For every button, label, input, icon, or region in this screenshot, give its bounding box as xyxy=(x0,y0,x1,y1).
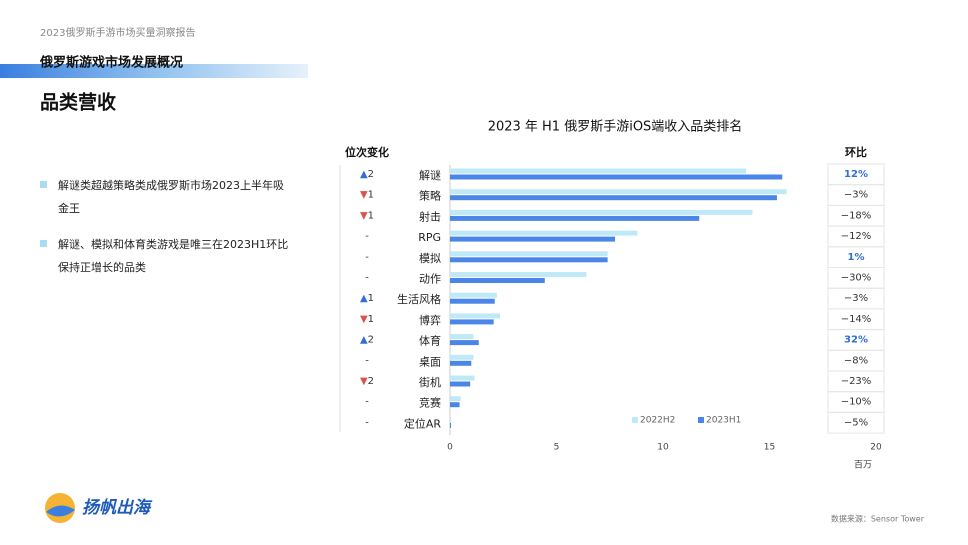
rank-change: ▲2 xyxy=(360,335,374,346)
bullet: 解谜类超越策略类成俄罗斯市场2023上半年吸金王 xyxy=(40,174,290,220)
bullet-list: 解谜类超越策略类成俄罗斯市场2023上半年吸金王 解谜、模拟和体育类游戏是唯三在2… xyxy=(40,174,290,292)
bar xyxy=(450,360,472,366)
bar xyxy=(450,236,616,242)
category-label: 街机 xyxy=(419,375,441,389)
mom-label: −14% xyxy=(841,314,872,325)
chart-title: 2023 年 H1 俄罗斯手游iOS端收入品类排名 xyxy=(488,119,743,135)
legend-swatch xyxy=(698,417,704,423)
rank-change: - xyxy=(365,417,369,428)
bar xyxy=(450,402,460,408)
category-label: RPG xyxy=(418,231,441,244)
mom-cell xyxy=(827,411,885,434)
category-label: 体育 xyxy=(419,334,441,348)
bar xyxy=(450,189,787,195)
rank-change: ▼1 xyxy=(360,210,374,221)
bar xyxy=(450,272,587,277)
mom-label: −8% xyxy=(844,355,868,366)
mom-label: −10% xyxy=(841,397,872,408)
bullet: 解谜、模拟和体育类游戏是唯三在2023H1环比保持正增长的品类 xyxy=(40,233,290,279)
page-title: 品类营收 xyxy=(40,91,116,114)
bar xyxy=(450,174,783,180)
mom-label: −3% xyxy=(844,293,868,304)
category-label: 博弈 xyxy=(419,313,441,327)
mom-label: 1% xyxy=(848,252,865,263)
section-band xyxy=(0,64,308,78)
category-label: 解谜 xyxy=(419,168,441,182)
mom-label: −12% xyxy=(841,231,872,242)
x-unit: 百万 xyxy=(854,460,872,471)
legend-label: 2023H1 xyxy=(706,416,741,426)
bar xyxy=(450,416,452,422)
rank-change: ▲2 xyxy=(360,169,374,180)
mom-header: 环比 xyxy=(845,145,867,159)
bar xyxy=(450,381,471,387)
section-title: 俄罗斯游戏市场发展概况 xyxy=(39,55,183,71)
bar xyxy=(450,340,479,346)
mom-label: −3% xyxy=(844,190,868,201)
rank-change: - xyxy=(365,355,369,366)
bar xyxy=(450,215,700,221)
category-label: 定位AR xyxy=(404,416,442,430)
bar xyxy=(450,396,461,402)
category-label: 射击 xyxy=(419,209,441,223)
category-label: 生活风格 xyxy=(397,292,441,306)
bar xyxy=(450,195,777,201)
x-tick-label: 15 xyxy=(764,443,775,453)
rank-change: ▼1 xyxy=(360,190,374,201)
report-title: 2023俄罗斯手游市场买量洞察报告 xyxy=(40,26,195,39)
logo: 扬帆出海 xyxy=(45,493,153,523)
rank-change: ▼1 xyxy=(360,314,374,325)
bar xyxy=(450,168,747,174)
source: 数据来源：Sensor Tower xyxy=(831,514,925,524)
category-label: 模拟 xyxy=(419,251,441,265)
x-tick-label: 10 xyxy=(657,443,669,453)
bar xyxy=(450,298,495,304)
bar xyxy=(450,422,452,428)
x-tick-label: 5 xyxy=(554,443,560,453)
rank-change: - xyxy=(365,252,369,263)
mom-label: −30% xyxy=(841,273,872,284)
mom-label: −23% xyxy=(841,376,872,387)
bar xyxy=(450,313,501,319)
legend-label: 2022H2 xyxy=(640,416,675,426)
rank-change: ▼2 xyxy=(360,376,374,387)
rank-change: ▲1 xyxy=(360,293,374,304)
bar xyxy=(450,257,608,263)
logo-wave xyxy=(46,505,75,517)
category-label: 动作 xyxy=(419,273,441,286)
bar xyxy=(450,230,638,236)
mom-label: −5% xyxy=(844,417,868,428)
logo-text: 扬帆出海 xyxy=(82,498,153,518)
bar xyxy=(450,319,494,325)
category-label: 竞赛 xyxy=(419,396,441,410)
bar xyxy=(450,278,545,283)
bar xyxy=(450,292,497,298)
rank-change: - xyxy=(365,273,369,284)
mom-label: 32% xyxy=(844,335,868,346)
bar xyxy=(450,251,608,257)
x-tick-label: 0 xyxy=(447,443,453,453)
bar xyxy=(450,334,474,340)
rank-change: - xyxy=(365,397,369,408)
bar xyxy=(450,354,474,360)
x-tick-label: 20 xyxy=(870,443,882,453)
rank-header: 位次变化 xyxy=(345,145,389,159)
rank-change: - xyxy=(365,231,369,242)
category-label: 策略 xyxy=(419,189,441,203)
mom-label: −18% xyxy=(841,210,872,221)
bar xyxy=(450,209,753,215)
mom-label: 12% xyxy=(844,169,868,180)
category-label: 桌面 xyxy=(419,355,441,368)
bar xyxy=(450,375,475,381)
legend-swatch xyxy=(632,417,638,423)
